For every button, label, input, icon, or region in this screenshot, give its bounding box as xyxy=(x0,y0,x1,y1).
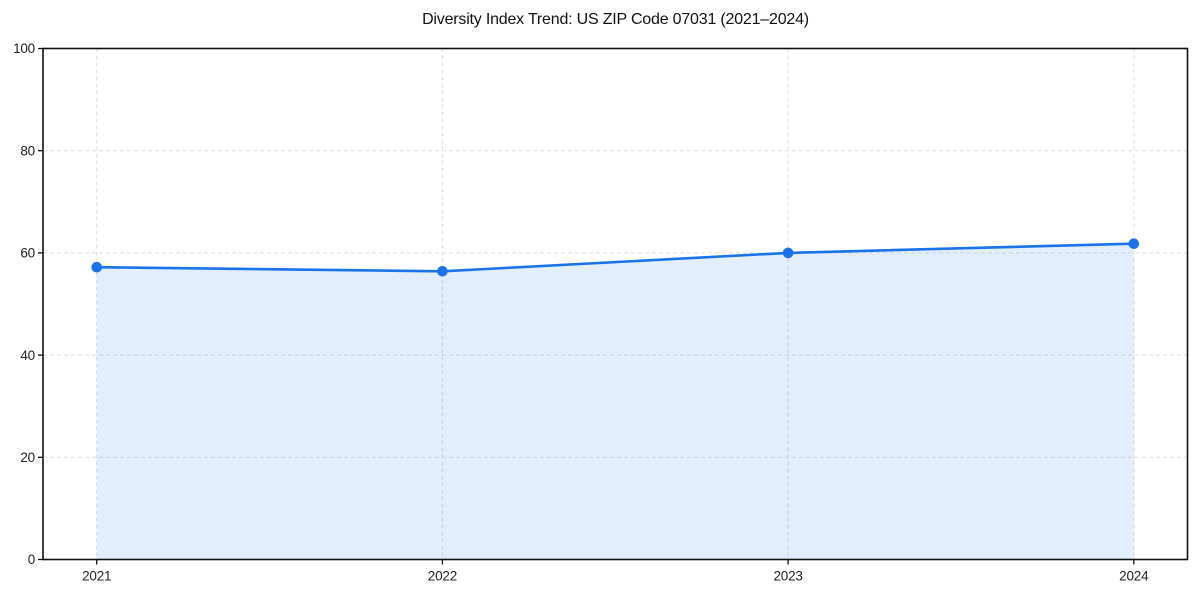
chart-title: Diversity Index Trend: US ZIP Code 07031… xyxy=(422,11,809,28)
data-point-2024 xyxy=(1128,238,1140,250)
data-point-2022 xyxy=(437,265,448,277)
y-tick-label: 60 xyxy=(20,246,35,261)
y-tick-label: 40 xyxy=(20,348,35,363)
y-tick-label: 80 xyxy=(20,143,35,158)
y-tick-label: 20 xyxy=(20,450,35,465)
data-point-2021 xyxy=(91,261,102,273)
x-tick-label: 2022 xyxy=(428,569,457,584)
data-point-2023 xyxy=(782,247,794,259)
y-tick-label: 100 xyxy=(13,41,35,56)
plot-border xyxy=(42,47,1189,561)
y-tick-label: 0 xyxy=(28,552,35,567)
x-tick-label: 2021 xyxy=(82,569,111,584)
x-tick-label: 2024 xyxy=(1119,569,1149,584)
trend-line xyxy=(95,242,1136,273)
area-fill xyxy=(96,243,1134,560)
x-tick-label: 2023 xyxy=(773,569,802,584)
